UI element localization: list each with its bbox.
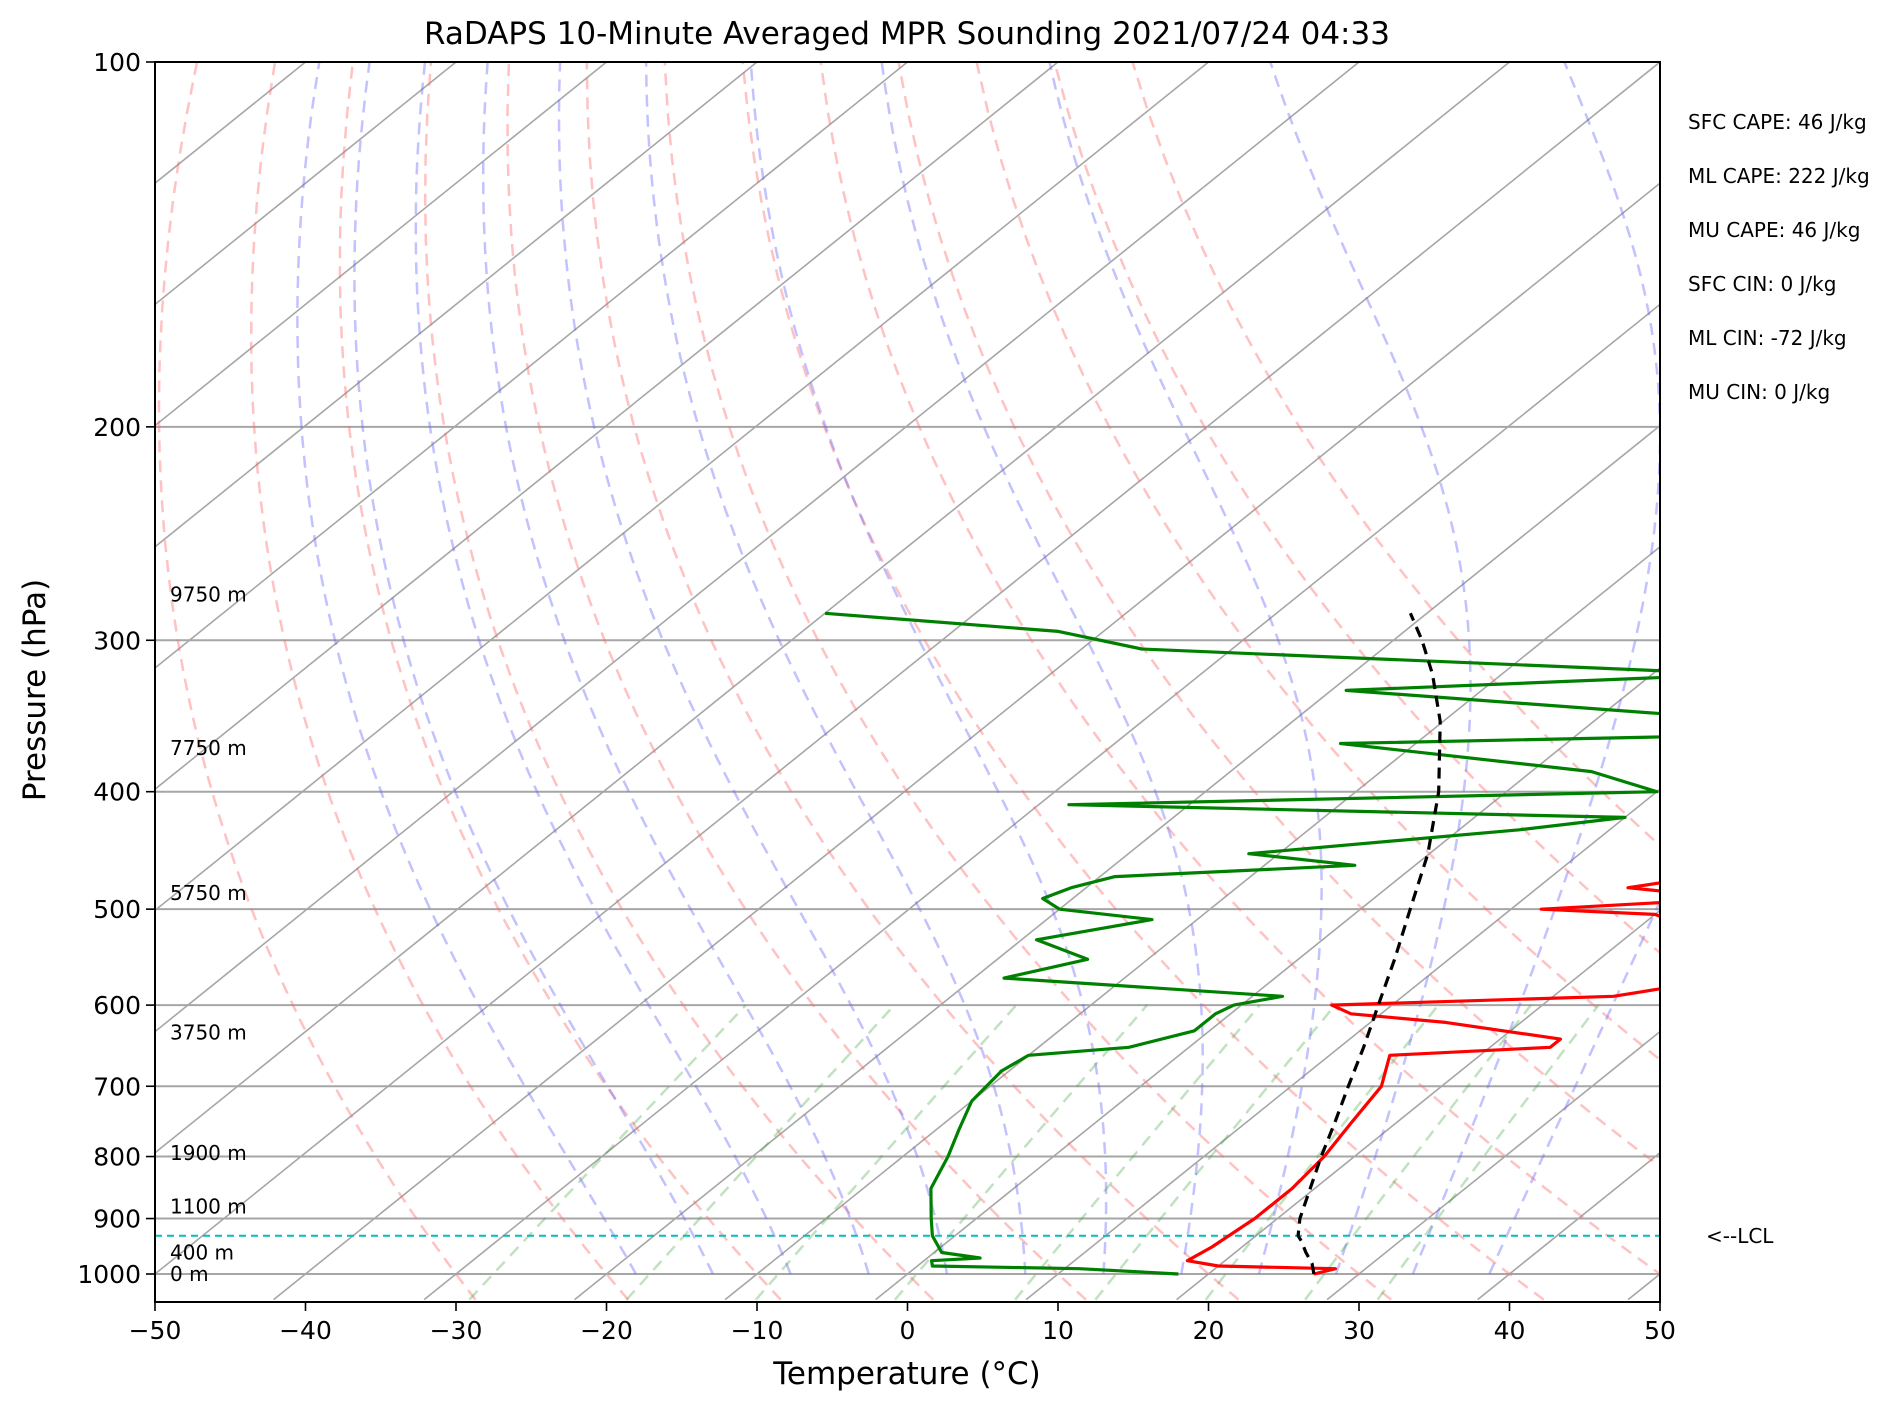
mixing-ratio-4 — [894, 1004, 1149, 1301]
x-tick-label: −10 — [731, 1316, 784, 1345]
isotherm-m70 — [155, 62, 1360, 1033]
isotherm-m50 — [155, 62, 1660, 1276]
dry-adiabat-m20 — [249, 62, 630, 1301]
y-tick-label: 200 — [93, 413, 141, 442]
y-tick-label: 900 — [93, 1205, 141, 1234]
lcl-label: <--LCL — [1706, 1224, 1774, 1248]
moist-adiabat-30 — [1269, 62, 1472, 1275]
isotherm-m90 — [155, 62, 1059, 791]
y-tick-label: 500 — [93, 895, 141, 924]
height-labels: 9750 m 7750 m 5750 m 3750 m 1900 m 1100 m 400 … — [170, 582, 247, 1286]
y-tick-label: 600 — [93, 991, 141, 1020]
dry-adiabat-20 — [585, 62, 1240, 1301]
moist-adiabat-5 — [557, 62, 949, 1275]
moist-adiabat-0 — [481, 62, 870, 1275]
dry-adiabat-40 — [741, 62, 1545, 1301]
height-label: 5750 m — [170, 881, 247, 905]
x-tick-label: 30 — [1343, 1316, 1375, 1345]
x-tick-label: 0 — [900, 1316, 916, 1345]
y-axis-label: Pressure (hPa) — [17, 579, 53, 801]
mixing-ratio-32 — [1376, 1004, 1600, 1301]
parameters-panel: SFC CAPE: 46 J/kg ML CAPE: 222 J/kg MU CAP… — [1688, 110, 1870, 404]
isotherm-m120 — [155, 62, 608, 427]
axis-ticks: −50 −40 −30 −20 −10 0 10 20 30 40 50 100 200 300 400 50… — [77, 48, 1676, 1345]
moist-adiabat-35 — [1411, 62, 1660, 1275]
height-label: 9750 m — [170, 582, 247, 606]
moist-adiabat-m10 — [353, 62, 715, 1275]
parameter-text: SFC CAPE: 46 J/kg — [1688, 110, 1867, 134]
y-tick-label: 1000 — [77, 1260, 141, 1289]
mixing-ratio-1 — [625, 1004, 896, 1301]
y-tick-label: 400 — [93, 778, 141, 807]
x-tick-label: −50 — [129, 1316, 182, 1345]
isotherm-m40 — [273, 182, 1660, 1301]
height-label: 3750 m — [170, 1020, 247, 1044]
profile-lines — [155, 611, 1660, 1276]
y-tick-label: 800 — [93, 1143, 141, 1172]
isotherm-m20 — [574, 424, 1660, 1301]
parameter-text: MU CIN: 0 J/kg — [1688, 380, 1830, 404]
moist-adiabat-40 — [1488, 898, 1660, 1275]
chart-title: RaDAPS 10-Minute Averaged MPR Sounding 2… — [424, 16, 1390, 52]
isotherm-m60 — [155, 62, 1511, 1154]
plot-grid — [155, 62, 1660, 1301]
mixing-ratio-10 — [1094, 1004, 1336, 1301]
isotherm-m110 — [155, 62, 758, 548]
mixing-ratio-16 — [1204, 1004, 1440, 1301]
isotherm-m30 — [423, 303, 1660, 1301]
y-tick-label: 700 — [93, 1072, 141, 1101]
isotherm-m130 — [155, 62, 457, 306]
y-tick-label: 100 — [93, 48, 141, 77]
mixing-ratio-2 — [754, 1004, 1018, 1301]
mixing-ratio-24 — [1304, 1004, 1532, 1301]
x-tick-label: 20 — [1193, 1316, 1225, 1345]
dry-adiabat-50 — [819, 62, 1660, 1276]
height-label: 0 m — [170, 1262, 209, 1286]
parameter-text: ML CIN: -72 J/kg — [1688, 326, 1847, 350]
height-label: 400 m — [170, 1241, 234, 1265]
x-axis-label: Temperature (°C) — [772, 1356, 1041, 1392]
isotherm-10 — [1025, 788, 1660, 1301]
isotherm-20 — [1176, 909, 1660, 1301]
parameter-text: SFC CIN: 0 J/kg — [1688, 272, 1836, 296]
x-tick-label: 10 — [1042, 1316, 1074, 1345]
x-tick-label: 50 — [1644, 1316, 1676, 1345]
x-tick-label: −30 — [430, 1316, 483, 1345]
height-label: 1100 m — [170, 1195, 247, 1219]
isotherm-m100 — [155, 62, 909, 670]
height-label: 1900 m — [170, 1141, 247, 1165]
dry-adiabat-10 — [506, 62, 1087, 1301]
isotherm-m80 — [155, 62, 1210, 912]
isotherm-30 — [1326, 1030, 1660, 1301]
y-tick-label: 300 — [93, 626, 141, 655]
moist-adiabat-20 — [880, 62, 1204, 1275]
dry-adiabat-70 — [975, 62, 1660, 1062]
x-tick-label: 40 — [1494, 1316, 1526, 1345]
dry-adiabat-m30 — [157, 62, 477, 1301]
dry-adiabat-90 — [1131, 62, 1660, 848]
parameter-text: ML CAPE: 222 J/kg — [1688, 164, 1870, 188]
isotherm-0 — [875, 666, 1660, 1301]
height-label: 7750 m — [170, 736, 247, 760]
mixing-ratio-7 — [1014, 1004, 1261, 1301]
moist-adiabat-25 — [1048, 62, 1323, 1275]
moist-adiabat-m5 — [414, 62, 792, 1275]
moist-adiabat-10 — [644, 62, 1027, 1275]
series-line-parcel — [1296, 612, 1442, 1275]
series-line-profile-2 — [824, 611, 1660, 1276]
x-tick-label: −20 — [580, 1316, 633, 1345]
parameter-text: MU CAPE: 46 J/kg — [1688, 218, 1860, 242]
x-tick-label: −40 — [279, 1316, 332, 1345]
moist-adiabat-15 — [749, 62, 1108, 1275]
dry-adiabat-60 — [897, 62, 1660, 1169]
moist-adiabat-m15 — [296, 62, 637, 1275]
dry-adiabat-80 — [1053, 62, 1660, 955]
